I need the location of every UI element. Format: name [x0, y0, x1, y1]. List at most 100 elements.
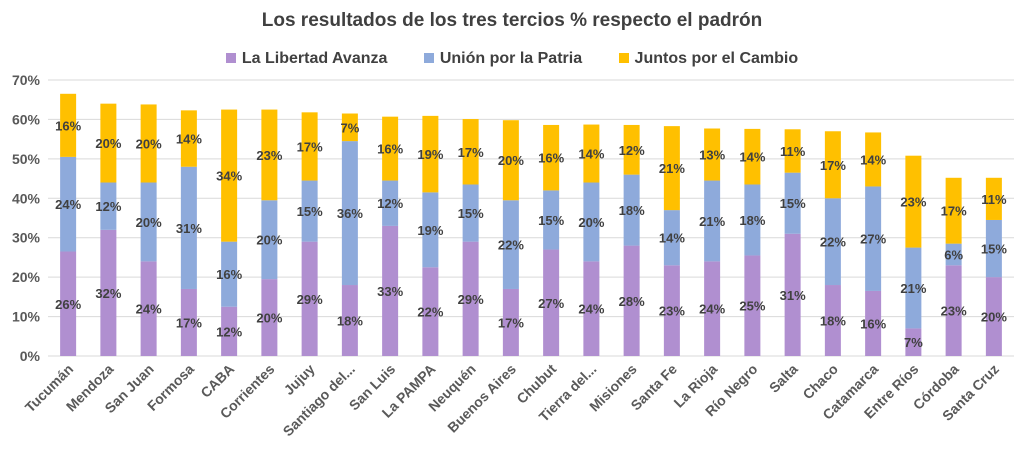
- bars: 26% 24% 16% 32% 12% 20% 24% 20% 20% 17% 31% 14% 12% 1…: [55, 93, 1007, 356]
- bar-segment: [663, 210, 680, 266]
- data-label: 14%: [578, 147, 604, 162]
- y-tick-label: 30%: [12, 230, 41, 246]
- data-label: 22%: [417, 305, 443, 320]
- bar-segment: [462, 241, 479, 356]
- data-label: 19%: [417, 147, 443, 162]
- bar-segment: [543, 249, 560, 356]
- data-label: 27%: [538, 296, 564, 311]
- bar-segment: [140, 182, 157, 262]
- data-label: 17%: [176, 315, 202, 330]
- y-tick-label: 40%: [12, 190, 41, 206]
- bar-segment: [341, 113, 358, 142]
- bar-segment: [945, 265, 962, 356]
- bar-segment: [985, 219, 1002, 278]
- bar-segment: [865, 186, 882, 291]
- legend-label-jxc: Juntos por el Cambio: [634, 50, 799, 67]
- bar-segment: [623, 174, 640, 246]
- bar-segment: [905, 155, 922, 248]
- y-tick-label: 0%: [20, 348, 41, 364]
- bar-segment: [221, 306, 238, 356]
- data-label: 20%: [256, 311, 282, 326]
- bar-segment: [744, 255, 761, 356]
- bar-segment: [543, 124, 560, 191]
- bar-segment: [704, 180, 721, 262]
- bar-segment: [60, 251, 77, 356]
- data-label: 7%: [904, 335, 923, 350]
- bar-segment: [100, 229, 117, 356]
- data-label: 15%: [981, 242, 1007, 257]
- data-label: 14%: [659, 231, 685, 246]
- bar-segment: [623, 124, 640, 175]
- data-label: 29%: [458, 292, 484, 307]
- gridlines: [48, 79, 1014, 357]
- data-label: 32%: [95, 286, 121, 301]
- data-label: 31%: [780, 288, 806, 303]
- bar-segment: [663, 126, 680, 211]
- data-label: 24%: [699, 302, 725, 317]
- bar-segment: [583, 261, 600, 356]
- bar-segment: [60, 93, 77, 157]
- y-tick-label: 70%: [12, 72, 41, 88]
- bar-segment: [502, 200, 519, 289]
- bar-segment: [865, 290, 882, 356]
- bar-segment: [985, 277, 1002, 356]
- y-axis: 0% 10% 20% 30% 40% 50% 60% 70%: [12, 72, 41, 364]
- data-label: 12%: [95, 199, 121, 214]
- legend-item-lla: La Libertad Avanza: [225, 50, 387, 68]
- legend-label-uxp: Unión por la Patria: [439, 50, 583, 67]
- bar-segment: [905, 328, 922, 356]
- bar-segment: [60, 156, 77, 252]
- bar-segment: [100, 103, 117, 183]
- x-tick-label: Santiago del...: [280, 361, 358, 439]
- data-label: 14%: [176, 132, 202, 147]
- legend: La Libertad Avanza Unión por la Patria J…: [0, 50, 1024, 68]
- bar-segment: [704, 261, 721, 356]
- bar-segment: [824, 131, 841, 199]
- bar-segment: [180, 110, 197, 167]
- data-label: 23%: [256, 148, 282, 163]
- bar-segment: [623, 245, 640, 356]
- data-label: 17%: [941, 204, 967, 219]
- data-label: 11%: [981, 192, 1007, 207]
- bar-segment: [140, 261, 157, 356]
- legend-item-uxp: Unión por la Patria: [423, 50, 583, 68]
- data-label: 20%: [95, 136, 121, 151]
- data-label: 16%: [377, 142, 403, 157]
- bar-segment: [422, 267, 439, 356]
- data-label: 24%: [136, 302, 162, 317]
- bar-segment: [261, 109, 278, 201]
- data-label: 15%: [780, 196, 806, 211]
- data-label: 21%: [699, 214, 725, 229]
- y-tick-label: 60%: [12, 111, 41, 127]
- data-label: 31%: [176, 221, 202, 236]
- data-label: 15%: [458, 206, 484, 221]
- bar-segment: [261, 200, 278, 280]
- bar-segment: [945, 177, 962, 244]
- bar-segment: [583, 182, 600, 262]
- bar-segment: [824, 285, 841, 356]
- data-label: 11%: [780, 144, 806, 159]
- data-label: 18%: [739, 213, 765, 228]
- data-label: 16%: [860, 316, 886, 331]
- data-label: 17%: [498, 315, 524, 330]
- data-label: 27%: [860, 232, 886, 247]
- bar-segment: [100, 182, 117, 230]
- y-tick-label: 10%: [12, 309, 41, 325]
- bar-segment: [301, 241, 318, 356]
- bar-segment: [985, 177, 1002, 220]
- bar-segment: [784, 129, 801, 173]
- legend-swatch-lla: [225, 52, 236, 63]
- x-tick-label: Salta: [766, 361, 801, 396]
- data-label: 7%: [340, 120, 359, 135]
- data-label: 20%: [136, 215, 162, 230]
- bar-segment: [502, 288, 519, 356]
- data-label: 16%: [55, 118, 81, 133]
- data-label: 18%: [820, 314, 846, 329]
- data-label: 20%: [498, 153, 524, 168]
- data-label: 19%: [417, 223, 443, 238]
- data-label: 21%: [900, 281, 926, 296]
- bar-segment: [180, 288, 197, 356]
- data-label: 23%: [659, 304, 685, 319]
- data-label: 20%: [578, 215, 604, 230]
